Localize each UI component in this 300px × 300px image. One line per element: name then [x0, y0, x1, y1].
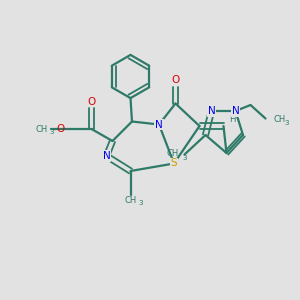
- Text: N: N: [155, 119, 163, 130]
- Text: O: O: [57, 124, 65, 134]
- Text: 3: 3: [285, 120, 290, 126]
- Text: CH: CH: [274, 116, 286, 124]
- Text: 3: 3: [138, 200, 143, 206]
- Text: CH: CH: [167, 149, 179, 158]
- Text: N: N: [232, 106, 239, 116]
- Text: O: O: [87, 97, 96, 107]
- Text: N: N: [208, 106, 215, 116]
- Text: 3: 3: [182, 154, 187, 160]
- Text: H: H: [229, 115, 235, 124]
- Text: O: O: [171, 75, 180, 85]
- Text: CH: CH: [35, 124, 47, 134]
- Text: S: S: [171, 158, 177, 169]
- Text: CH: CH: [124, 196, 136, 205]
- Text: N: N: [103, 151, 110, 161]
- Text: 3: 3: [49, 129, 54, 135]
